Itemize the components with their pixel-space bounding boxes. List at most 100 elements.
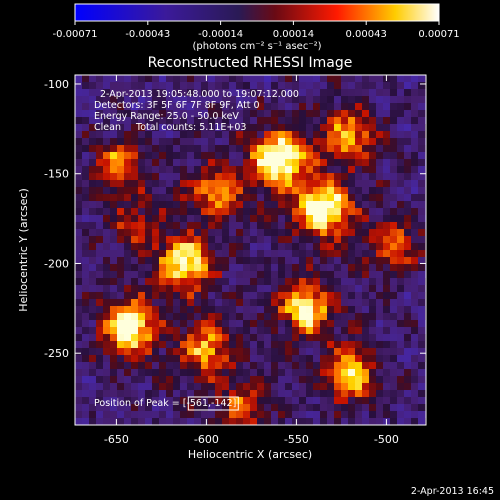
- heatmap-cell: [404, 376, 412, 384]
- heatmap-cell: [194, 152, 202, 160]
- heatmap-cell: [313, 236, 321, 244]
- heatmap-cell: [285, 264, 293, 272]
- heatmap-cell: [75, 257, 83, 265]
- heatmap-cell: [75, 285, 83, 293]
- heatmap-cell: [131, 292, 139, 300]
- heatmap-cell: [194, 117, 202, 125]
- heatmap-cell: [201, 215, 209, 223]
- heatmap-cell: [187, 138, 195, 146]
- heatmap-cell: [145, 292, 153, 300]
- heatmap-cell: [131, 131, 139, 139]
- heatmap-cell: [159, 348, 167, 356]
- heatmap-cell: [201, 411, 209, 419]
- colorbar-tick-label: -0.00071: [53, 29, 98, 40]
- heatmap-cell: [166, 215, 174, 223]
- heatmap-cell: [208, 376, 216, 384]
- heatmap-cell: [306, 264, 314, 272]
- heatmap-cell: [271, 215, 279, 223]
- heatmap-cell: [299, 229, 307, 237]
- heatmap-cell: [264, 383, 272, 391]
- heatmap-cell: [376, 131, 384, 139]
- heatmap-cell: [194, 341, 202, 349]
- heatmap-cell: [166, 411, 174, 419]
- heatmap-cell: [82, 138, 90, 146]
- heatmap-cell: [285, 369, 293, 377]
- heatmap-cell: [243, 250, 251, 258]
- heatmap-cell: [117, 355, 125, 363]
- heatmap-cell: [383, 271, 391, 279]
- heatmap-cell: [264, 411, 272, 419]
- heatmap-cell: [320, 292, 328, 300]
- heatmap-cell: [201, 355, 209, 363]
- heatmap-cell: [208, 229, 216, 237]
- heatmap-cell: [320, 103, 328, 111]
- heatmap-cell: [180, 138, 188, 146]
- heatmap-cell: [117, 285, 125, 293]
- heatmap-cell: [390, 285, 398, 293]
- heatmap-cell: [229, 117, 237, 125]
- heatmap-cell: [236, 222, 244, 230]
- heatmap-cell: [285, 320, 293, 328]
- heatmap-cell: [418, 138, 426, 146]
- heatmap-cell: [187, 243, 195, 251]
- heatmap-cell: [187, 334, 195, 342]
- heatmap-cell: [208, 222, 216, 230]
- x-tick-label: -500: [374, 433, 399, 446]
- heatmap-cell: [89, 131, 97, 139]
- heatmap-cell: [145, 187, 153, 195]
- heatmap-cell: [215, 397, 223, 405]
- heatmap-cell: [404, 159, 412, 167]
- heatmap-cell: [201, 250, 209, 258]
- heatmap-cell: [117, 222, 125, 230]
- heatmap-cell: [271, 131, 279, 139]
- heatmap-cell: [348, 362, 356, 370]
- heatmap-cell: [334, 89, 342, 97]
- heatmap-cell: [257, 313, 265, 321]
- heatmap-cell: [243, 264, 251, 272]
- heatmap-cell: [397, 320, 405, 328]
- heatmap-cell: [180, 362, 188, 370]
- heatmap-cell: [257, 117, 265, 125]
- heatmap-cell: [208, 159, 216, 167]
- heatmap-cell: [271, 194, 279, 202]
- heatmap-cell: [173, 159, 181, 167]
- heatmap-cell: [187, 264, 195, 272]
- heatmap-cell: [418, 362, 426, 370]
- heatmap-cell: [89, 306, 97, 314]
- heatmap-cell: [320, 229, 328, 237]
- heatmap-cell: [397, 201, 405, 209]
- heatmap-cell: [390, 208, 398, 216]
- heatmap-cell: [117, 376, 125, 384]
- heatmap-cell: [152, 327, 160, 335]
- heatmap-cell: [285, 131, 293, 139]
- heatmap-cell: [208, 306, 216, 314]
- heatmap-cell: [145, 215, 153, 223]
- heatmap-cell: [362, 299, 370, 307]
- heatmap-cell: [264, 166, 272, 174]
- heatmap-cell: [271, 180, 279, 188]
- heatmap-cell: [145, 103, 153, 111]
- heatmap-cell: [390, 229, 398, 237]
- heatmap-cell: [89, 348, 97, 356]
- heatmap-cell: [334, 257, 342, 265]
- heatmap-cell: [355, 334, 363, 342]
- heatmap-cell: [145, 257, 153, 265]
- heatmap-cell: [82, 404, 90, 412]
- heatmap-cell: [236, 194, 244, 202]
- heatmap-cell: [208, 96, 216, 104]
- heatmap-cell: [271, 411, 279, 419]
- heatmap-cell: [236, 131, 244, 139]
- x-axis-tick-labels: -650 -600 -550 -500: [104, 433, 399, 446]
- heatmap-cell: [75, 369, 83, 377]
- heatmap-cell: [194, 222, 202, 230]
- heatmap-cell: [250, 369, 258, 377]
- heatmap-cell: [383, 103, 391, 111]
- heatmap-cell: [138, 194, 146, 202]
- heatmap-cell: [264, 180, 272, 188]
- heatmap-cell: [131, 348, 139, 356]
- heatmap-cell: [243, 96, 251, 104]
- heatmap-cell: [236, 299, 244, 307]
- heatmap-cell: [124, 369, 132, 377]
- heatmap-cell: [75, 292, 83, 300]
- heatmap-cell: [306, 271, 314, 279]
